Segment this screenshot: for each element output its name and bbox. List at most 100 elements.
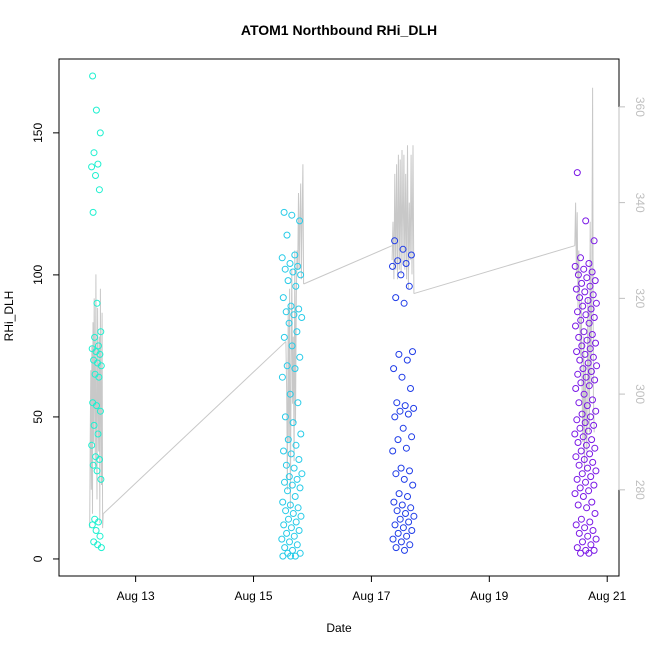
data-point (399, 424, 407, 432)
data-point (399, 524, 407, 532)
data-point (284, 487, 291, 495)
data-point (578, 410, 586, 418)
data-point (400, 475, 408, 483)
data-point (587, 368, 595, 375)
data-point (577, 447, 585, 455)
data-point (410, 512, 418, 520)
data-point (405, 518, 413, 526)
data-point (290, 464, 298, 472)
data-point (573, 544, 581, 552)
data-point (402, 260, 410, 267)
data-point (280, 333, 288, 341)
data-point (579, 365, 587, 373)
data-point (292, 518, 300, 526)
data-point (580, 265, 588, 273)
data-point (293, 328, 301, 336)
y-axis: 0 50 100 150 (31, 123, 59, 562)
data-point (89, 72, 97, 80)
y2-tick-label: 300 (633, 384, 647, 404)
data-point (587, 413, 594, 421)
data-point (397, 464, 405, 472)
data-point (398, 501, 406, 509)
data-point (588, 498, 596, 506)
data-point (573, 416, 581, 424)
data-point (406, 467, 413, 475)
data-point (294, 262, 302, 270)
data-point (280, 208, 288, 216)
data-point (281, 265, 289, 273)
data-point (278, 373, 286, 381)
data-point (583, 274, 591, 282)
data-point (577, 515, 585, 523)
data-point (585, 487, 593, 495)
data-point (296, 217, 304, 225)
data-point (281, 413, 289, 421)
y-tick-label: 50 (31, 410, 45, 424)
data-point (394, 529, 402, 537)
data-point (589, 291, 597, 299)
data-point (590, 481, 598, 489)
data-point (283, 231, 291, 239)
data-point (289, 510, 297, 517)
data-point (406, 541, 414, 549)
data-point (94, 160, 102, 168)
data-point (407, 504, 415, 512)
data-point (573, 169, 581, 177)
data-point (574, 271, 582, 279)
y-tick-label: 100 (31, 265, 45, 285)
data-point (589, 527, 597, 534)
data-point (404, 410, 412, 418)
data-point (585, 382, 593, 390)
data-point (389, 262, 396, 270)
data-point (94, 430, 102, 438)
data-point (95, 186, 103, 194)
data-point (575, 333, 583, 341)
data-point (91, 333, 99, 341)
data-point (285, 319, 293, 327)
data-point (409, 348, 416, 356)
data-point (573, 348, 581, 356)
data-point (587, 541, 595, 549)
data-point (576, 294, 584, 302)
data-point (392, 544, 400, 552)
data-point (586, 345, 594, 353)
data-point (576, 484, 584, 492)
data-point (571, 262, 579, 270)
data-point (295, 456, 303, 463)
data-point (397, 271, 405, 279)
data-point (291, 493, 299, 500)
data-point (296, 353, 304, 361)
data-point (285, 515, 292, 523)
data-point (290, 311, 298, 319)
data-point (590, 421, 598, 429)
x-tick-label: Aug 21 (588, 589, 626, 603)
data-point (289, 268, 297, 276)
data-point (279, 294, 287, 302)
x-tick-label: Aug 17 (352, 589, 390, 603)
data-point (575, 399, 583, 407)
data-point (278, 254, 286, 262)
data-point (591, 376, 599, 384)
data-point (590, 546, 598, 554)
data-point (94, 342, 102, 350)
y2-tick-label: 320 (633, 288, 647, 308)
data-point (401, 546, 408, 554)
data-point (404, 493, 411, 500)
data-point (394, 257, 402, 265)
data-point (574, 370, 582, 378)
data-point (298, 470, 306, 478)
data-point (391, 413, 399, 421)
data-point (95, 518, 102, 526)
data-point (593, 362, 601, 370)
line-segment (89, 274, 104, 529)
data-point (398, 373, 406, 381)
data-point (96, 456, 103, 463)
data-point (402, 510, 409, 517)
y-axis-title: RHi_DLH (2, 291, 16, 342)
data-point (288, 342, 296, 350)
data-point (291, 365, 299, 373)
data-point (280, 447, 287, 455)
data-point (582, 441, 590, 449)
data-point (584, 359, 592, 367)
data-point (281, 478, 288, 486)
